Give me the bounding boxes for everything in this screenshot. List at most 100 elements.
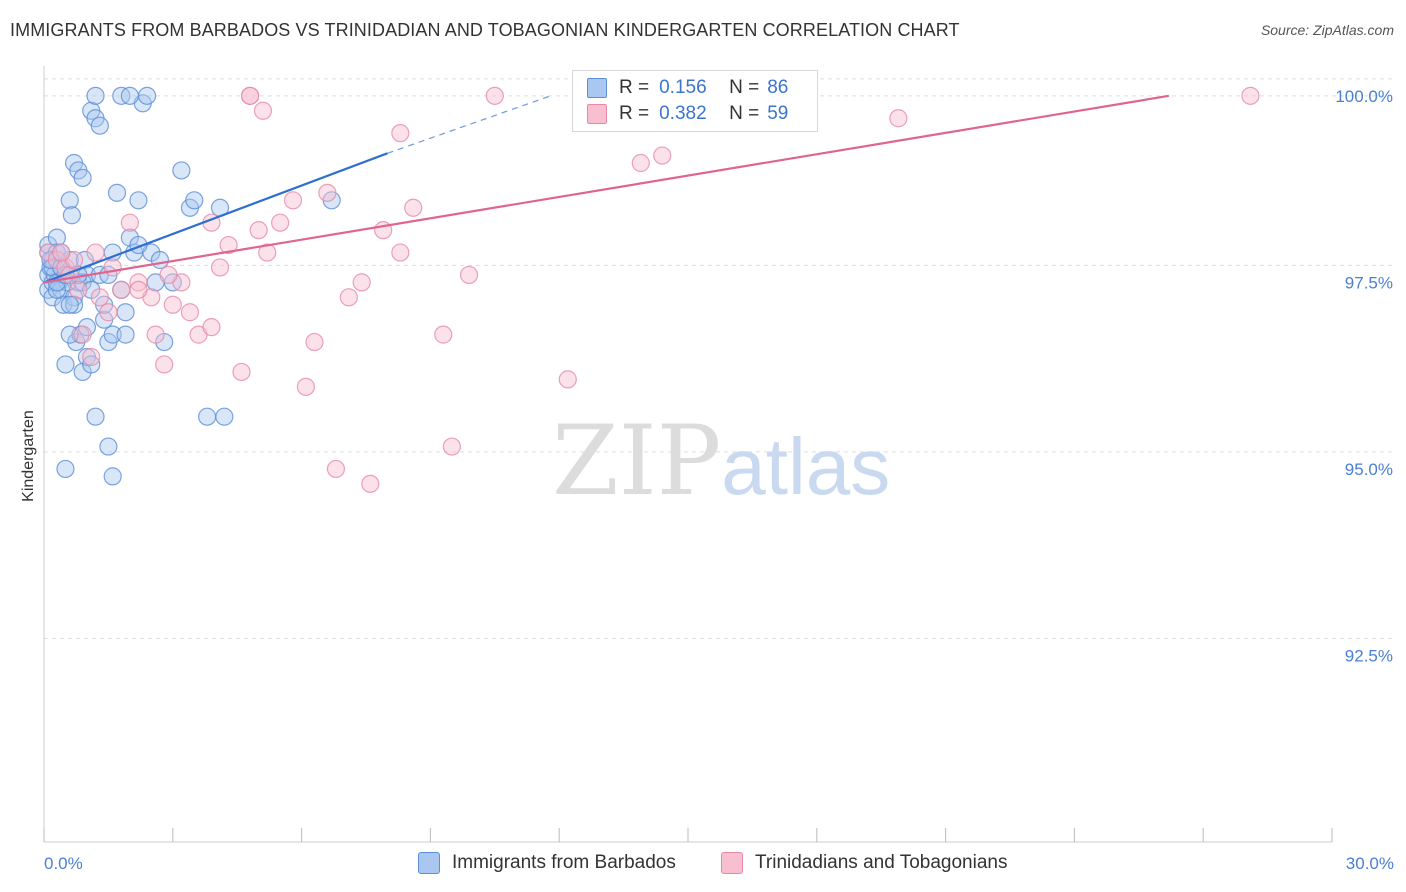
trinidad-point (180, 303, 200, 322)
barbados-trend-extension (387, 95, 551, 154)
x-tick-label: 0.0% (44, 854, 83, 873)
legend-item-barbados[interactable]: Immigrants from Barbados (418, 852, 676, 874)
y-axis-label: Kindergarten (20, 410, 37, 502)
barbados-trend-line (43, 152, 388, 284)
barbados-point (129, 191, 148, 210)
trinidad-point (99, 303, 118, 322)
correlation-legend: R = 0.156 N = 86 R = 0.382 N = 59 (572, 70, 818, 132)
trinidad-point (442, 437, 461, 456)
trinidad-point (361, 474, 380, 493)
trinidad-point (296, 377, 315, 396)
barbados-point (73, 168, 92, 188)
barbados-point (198, 407, 217, 426)
trinidad-point (120, 213, 139, 232)
legend-r-value: 0.156 (659, 77, 707, 98)
trinidad-point (240, 86, 260, 105)
legend-n-label: N = (729, 77, 760, 98)
barbados-point (103, 325, 122, 344)
barbados-point (47, 228, 66, 247)
trinidad-trend-line (43, 94, 1170, 284)
trinidad-point (146, 325, 165, 344)
trinidad-point (459, 265, 479, 285)
trinidad-point (305, 332, 324, 352)
trinidad-point (129, 273, 148, 292)
y-tick-label: 92.5% (1345, 646, 1393, 665)
barbados-point (60, 295, 79, 314)
barbados-point (90, 116, 109, 135)
y-tick-label: 100.0% (1335, 87, 1393, 106)
tick-labels: 100.0% 97.5% 95.0% 92.5% 0.0% 30.0% (44, 87, 1394, 873)
trinidad-point (271, 213, 290, 232)
legend-label: Trinidadians and Tobagonians (755, 852, 1008, 873)
trinidad-point (889, 109, 908, 128)
trinidad-point (202, 318, 221, 337)
barbados-point (107, 183, 127, 202)
barbados-point (64, 295, 84, 314)
barbados-point (41, 250, 60, 270)
trinidad-point (631, 153, 650, 173)
trinidad-point (258, 243, 277, 262)
legend-label: Immigrants from Barbados (452, 852, 676, 873)
legend-n-value: 59 (767, 103, 789, 124)
barbados-point (150, 250, 170, 270)
trinidad-point (52, 243, 71, 262)
trinidad-point (485, 86, 504, 105)
watermark-zip: ZIP (552, 405, 722, 517)
trinidad-point (558, 370, 577, 389)
trinidad-point (69, 280, 88, 299)
y-tick-label: 97.5% (1345, 273, 1393, 292)
barbados-point (103, 467, 122, 486)
barbados-point (137, 86, 157, 105)
barbados-point (60, 325, 79, 344)
legend-r-label: R = (619, 77, 650, 98)
trinidad-point (155, 355, 174, 374)
barbados-point (120, 86, 139, 105)
trinidad-point (159, 265, 178, 285)
trinidad-point (129, 280, 148, 299)
source-credit: Source: ZipAtlas.com (1260, 22, 1394, 38)
barbados-point (86, 86, 105, 105)
legend-swatch-blue (418, 852, 440, 874)
barbados-point (56, 459, 75, 479)
barbados-point (172, 161, 191, 180)
trinidad-point (163, 295, 182, 314)
legend-n-value: 86 (767, 77, 789, 98)
x-tick-label: 30.0% (1346, 854, 1394, 873)
trinidad-point (249, 221, 268, 240)
watermark: ZIPatlas (552, 405, 890, 517)
barbados-point (116, 303, 135, 322)
trinidad-point (82, 347, 101, 367)
legend-swatch-pink (721, 852, 743, 874)
trinidad-point (1241, 86, 1260, 105)
trinidad-point (283, 191, 303, 210)
legend-item-trinidad[interactable]: Trinidadians and Tobagonians (721, 852, 1007, 874)
trinidad-point (391, 124, 410, 143)
legend-swatch-pink (587, 104, 607, 124)
barbados-point (56, 355, 75, 374)
legend-row-trinidad: R = 0.382 N = 59 (587, 102, 788, 126)
trinidad-point (86, 243, 105, 262)
barbados-point (116, 325, 135, 344)
trinidad-point (404, 198, 423, 217)
trend-lines (43, 94, 1170, 284)
trinidad-point (352, 273, 371, 292)
y-tick-label: 95.0% (1345, 460, 1393, 479)
legend-row-barbados: R = 0.156 N = 86 (587, 76, 788, 100)
legend-swatch-blue (587, 78, 607, 98)
axes (43, 66, 1333, 843)
trinidad-point (210, 258, 230, 277)
barbados-point (215, 407, 234, 426)
trinidad-point (103, 258, 122, 277)
barbados-point (62, 206, 82, 225)
legend-n-label: N = (729, 103, 760, 124)
barbados-point (185, 191, 204, 210)
trinidad-point (90, 288, 109, 307)
trinidad-point (339, 288, 358, 307)
barbados-point (60, 191, 79, 210)
watermark-atlas: atlas (721, 422, 891, 511)
barbados-point (82, 355, 101, 374)
trinidad-point (73, 325, 92, 344)
trinidad-point (232, 362, 251, 382)
gridlines (44, 78, 1394, 639)
